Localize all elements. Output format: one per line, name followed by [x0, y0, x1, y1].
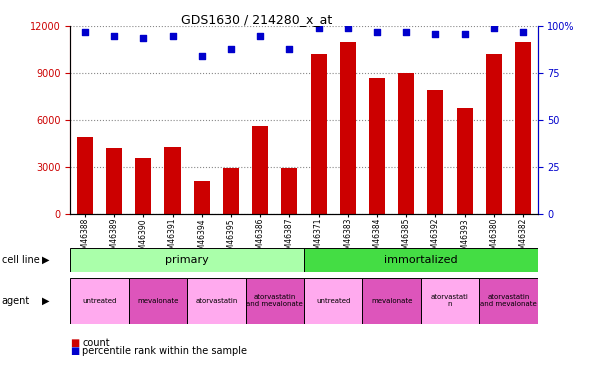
Point	[285, 46, 295, 52]
Bar	[398, 73, 414, 214]
Text: ▶: ▶	[42, 296, 49, 306]
Point	[401, 29, 411, 35]
Text: ▶: ▶	[42, 255, 49, 265]
Point	[518, 29, 528, 35]
Bar	[369, 78, 385, 214]
Bar	[77, 137, 93, 214]
Bar	[304, 248, 538, 272]
Point	[80, 29, 90, 35]
Point	[226, 46, 236, 52]
Text: count: count	[82, 338, 110, 348]
Point	[197, 53, 207, 59]
Bar	[187, 278, 246, 324]
Bar	[515, 42, 531, 214]
Bar	[281, 168, 298, 214]
Point	[459, 31, 469, 37]
Bar	[456, 108, 473, 214]
Bar	[362, 278, 421, 324]
Point	[372, 29, 382, 35]
Text: untreated: untreated	[82, 298, 117, 304]
Bar	[304, 278, 362, 324]
Bar	[70, 248, 304, 272]
Text: untreated: untreated	[316, 298, 350, 304]
Bar	[252, 126, 268, 214]
Bar	[479, 278, 538, 324]
Text: atorvastatin
and mevalonate: atorvastatin and mevalonate	[480, 294, 537, 307]
Point	[109, 33, 119, 39]
Text: ■: ■	[70, 346, 79, 355]
Text: atorvastati
n: atorvastati n	[431, 294, 469, 307]
Bar	[106, 148, 122, 214]
Text: percentile rank within the sample: percentile rank within the sample	[82, 346, 247, 355]
Bar	[164, 147, 180, 214]
Point	[167, 33, 177, 39]
Text: primary: primary	[165, 255, 209, 265]
Text: immortalized: immortalized	[384, 255, 458, 265]
Point	[431, 31, 441, 37]
Text: agent: agent	[2, 296, 30, 306]
Text: mevalonate: mevalonate	[371, 298, 412, 304]
Bar	[194, 181, 210, 214]
Text: ■: ■	[70, 338, 79, 348]
Text: mevalonate: mevalonate	[137, 298, 178, 304]
Bar	[486, 54, 502, 214]
Text: GDS1630 / 214280_x_at: GDS1630 / 214280_x_at	[181, 13, 332, 26]
Point	[343, 25, 353, 31]
Point	[313, 25, 323, 31]
Bar	[310, 54, 327, 214]
Bar	[129, 278, 187, 324]
Bar	[428, 90, 444, 214]
Bar	[70, 278, 129, 324]
Text: atorvastatin: atorvastatin	[195, 298, 238, 304]
Point	[489, 25, 499, 31]
Bar	[135, 158, 152, 214]
Text: atorvastatin
and mevalonate: atorvastatin and mevalonate	[246, 294, 303, 307]
Bar	[421, 278, 479, 324]
Bar	[246, 278, 304, 324]
Point	[139, 34, 148, 40]
Bar	[340, 42, 356, 214]
Text: cell line: cell line	[2, 255, 40, 265]
Bar	[223, 168, 239, 214]
Point	[255, 33, 265, 39]
